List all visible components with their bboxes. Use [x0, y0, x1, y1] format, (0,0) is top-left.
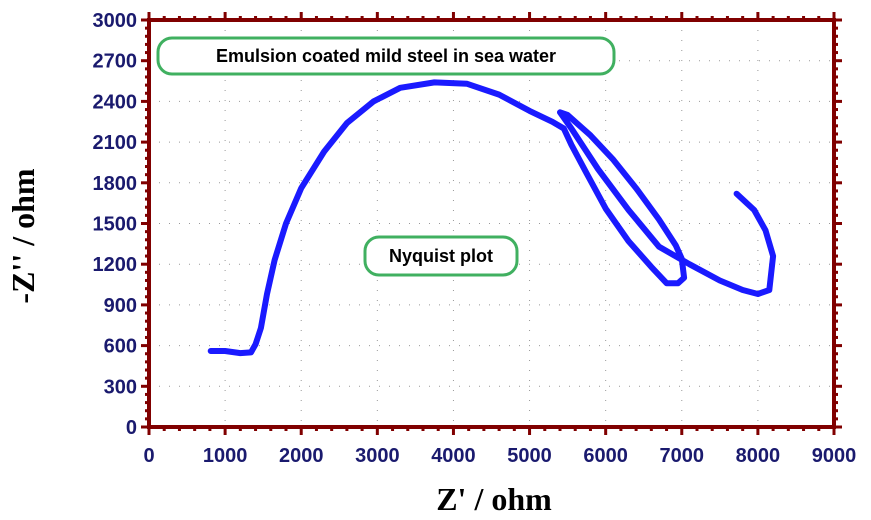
y-tick-label: 2700 [93, 51, 138, 73]
x-tick-label: 4000 [431, 445, 476, 467]
y-tick-label: 2400 [93, 91, 138, 113]
data-series [207, 79, 777, 357]
axis-ticks [141, 12, 842, 435]
x-tick-label: 6000 [583, 445, 628, 467]
x-tick-label: 2000 [279, 445, 324, 467]
x-tick-label: 3000 [355, 445, 400, 467]
x-tick-label: 9000 [812, 445, 857, 467]
grid [149, 20, 834, 427]
x-tick-labels: 0 1000 2000 3000 4000 5000 6000 7000 8000 9000 [143, 445, 856, 467]
y-tick-label: 600 [104, 336, 137, 358]
x-tick-label: 8000 [736, 445, 781, 467]
plot-frame [147, 18, 836, 429]
y-axis-title: -Z'' / ohm [5, 168, 41, 303]
subtitle-text: Emulsion coated mild steel in sea water [216, 46, 556, 66]
y-tick-label: 2100 [93, 132, 138, 154]
y-tick-label: 1800 [93, 173, 138, 195]
x-axis-title: Z' / ohm [436, 481, 552, 517]
series-line-0 [207, 79, 777, 357]
plot-name-text: Nyquist plot [389, 246, 493, 266]
subtitle-box [156, 36, 616, 76]
x-tick-label: 1000 [203, 445, 248, 467]
plot-name-box [363, 235, 519, 277]
x-tick-label: 5000 [507, 445, 552, 467]
x-tick-label: 7000 [660, 445, 705, 467]
y-tick-labels: 0 300 600 900 1200 1500 1800 2100 2400 2700 3000 [93, 10, 138, 439]
plot-name-annotation: Nyquist plot [363, 235, 519, 277]
y-tick-label: 3000 [93, 10, 138, 32]
y-tick-label: 1500 [93, 214, 138, 236]
subtitle-annotation: Emulsion coated mild steel in sea water [156, 36, 616, 76]
y-tick-label: 1200 [93, 254, 138, 276]
y-tick-label: 300 [104, 376, 137, 398]
y-tick-label: 0 [126, 417, 137, 439]
y-tick-label: 900 [104, 295, 137, 317]
x-tick-label: 0 [143, 445, 154, 467]
